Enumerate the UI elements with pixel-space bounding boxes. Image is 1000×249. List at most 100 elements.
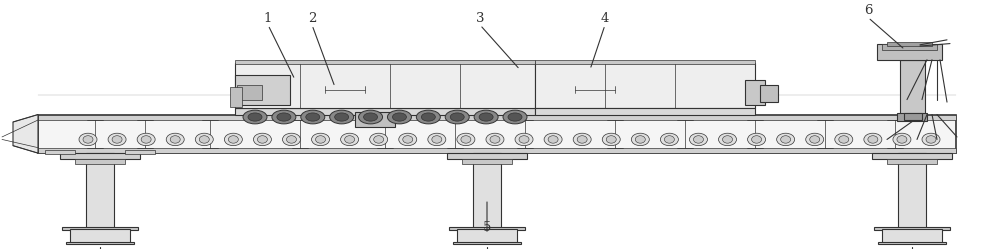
Ellipse shape <box>689 133 707 146</box>
Ellipse shape <box>83 136 93 143</box>
Bar <box>237 85 262 100</box>
Ellipse shape <box>112 136 122 143</box>
Bar <box>70 229 130 243</box>
Ellipse shape <box>474 110 498 124</box>
Ellipse shape <box>573 133 591 146</box>
Ellipse shape <box>752 136 762 143</box>
Ellipse shape <box>228 136 238 143</box>
Ellipse shape <box>312 133 330 146</box>
Bar <box>874 227 950 230</box>
Ellipse shape <box>515 133 533 146</box>
Ellipse shape <box>199 136 209 143</box>
Bar <box>462 159 512 164</box>
Text: 5: 5 <box>483 221 491 234</box>
Bar <box>535 108 755 115</box>
Bar <box>235 75 290 105</box>
Bar <box>235 108 535 115</box>
Ellipse shape <box>399 133 417 146</box>
Ellipse shape <box>272 110 296 124</box>
Ellipse shape <box>141 136 151 143</box>
Ellipse shape <box>577 136 587 143</box>
Bar <box>235 63 535 108</box>
Bar <box>60 153 140 159</box>
Bar <box>66 242 134 244</box>
Ellipse shape <box>864 133 882 146</box>
Ellipse shape <box>387 110 411 124</box>
Ellipse shape <box>548 136 558 143</box>
Ellipse shape <box>301 110 325 124</box>
Ellipse shape <box>490 136 500 143</box>
Ellipse shape <box>893 133 911 146</box>
Ellipse shape <box>664 136 674 143</box>
Bar <box>745 80 765 105</box>
Ellipse shape <box>137 133 155 146</box>
Ellipse shape <box>108 133 126 146</box>
Bar <box>473 153 501 228</box>
Bar <box>898 153 926 228</box>
Ellipse shape <box>519 136 529 143</box>
Bar <box>453 242 521 244</box>
Bar <box>75 159 125 164</box>
Ellipse shape <box>544 133 562 146</box>
Bar <box>38 115 956 153</box>
Ellipse shape <box>335 113 349 121</box>
Ellipse shape <box>602 133 620 146</box>
Ellipse shape <box>457 133 475 146</box>
Bar <box>882 44 937 50</box>
Text: 3: 3 <box>476 12 484 25</box>
Bar <box>355 112 395 127</box>
Ellipse shape <box>306 113 320 121</box>
Ellipse shape <box>835 133 853 146</box>
Ellipse shape <box>926 136 936 143</box>
Ellipse shape <box>479 113 493 121</box>
Ellipse shape <box>166 133 184 146</box>
Ellipse shape <box>359 110 383 124</box>
Bar <box>882 229 942 243</box>
Bar <box>86 153 114 228</box>
Ellipse shape <box>723 136 733 143</box>
Ellipse shape <box>370 133 388 146</box>
Bar <box>447 153 527 159</box>
Bar <box>760 85 778 102</box>
Bar <box>900 60 925 115</box>
Bar <box>230 87 242 107</box>
Ellipse shape <box>416 110 440 124</box>
Ellipse shape <box>508 113 522 121</box>
Ellipse shape <box>806 133 824 146</box>
Bar <box>897 113 927 121</box>
Ellipse shape <box>282 133 300 146</box>
Ellipse shape <box>277 113 291 121</box>
Ellipse shape <box>868 136 878 143</box>
Ellipse shape <box>392 113 406 121</box>
Ellipse shape <box>79 133 97 146</box>
Ellipse shape <box>660 133 678 146</box>
Bar <box>887 42 932 46</box>
Ellipse shape <box>450 113 464 121</box>
Bar <box>38 148 956 153</box>
Bar <box>45 150 75 154</box>
Bar <box>125 150 155 154</box>
Bar <box>457 229 517 243</box>
Bar <box>535 60 755 64</box>
Bar <box>62 227 138 230</box>
Bar <box>872 153 952 159</box>
Text: 4: 4 <box>601 12 609 25</box>
Ellipse shape <box>428 133 446 146</box>
Ellipse shape <box>810 136 820 143</box>
Ellipse shape <box>461 136 471 143</box>
Bar <box>38 115 956 120</box>
Ellipse shape <box>606 136 616 143</box>
Polygon shape <box>13 115 38 153</box>
Ellipse shape <box>345 136 355 143</box>
Ellipse shape <box>748 133 766 146</box>
Bar <box>887 159 937 164</box>
Ellipse shape <box>248 113 262 121</box>
Ellipse shape <box>839 136 849 143</box>
Text: 2: 2 <box>308 12 316 25</box>
Bar <box>877 44 942 60</box>
Ellipse shape <box>374 136 384 143</box>
Ellipse shape <box>253 133 271 146</box>
Ellipse shape <box>719 133 737 146</box>
Ellipse shape <box>432 136 442 143</box>
Ellipse shape <box>631 133 649 146</box>
